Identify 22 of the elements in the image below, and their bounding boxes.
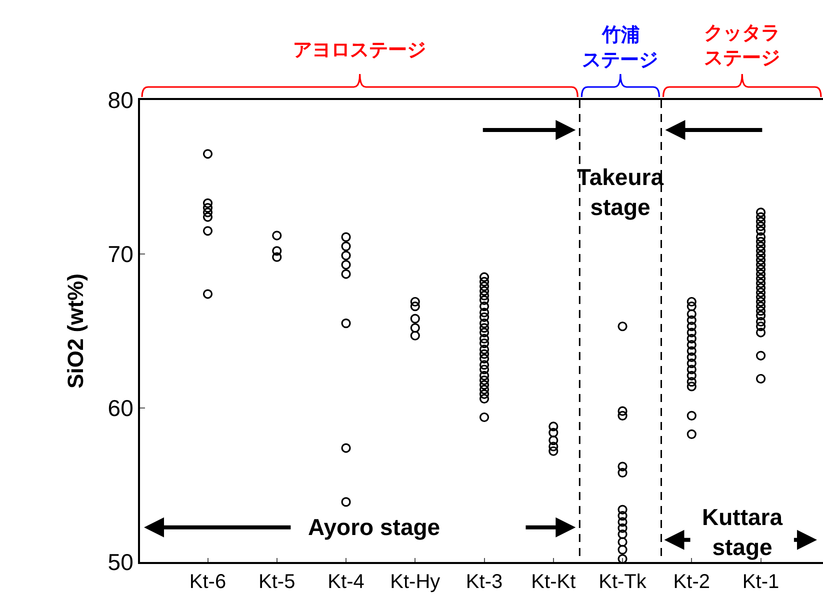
- annotation: Ayoro stage: [308, 514, 440, 540]
- text: クッタラ: [704, 23, 780, 44]
- x-tick-label: Kt-3: [466, 571, 503, 593]
- text: アヨロステージ: [293, 40, 426, 61]
- y-tick-label: 70: [108, 241, 134, 268]
- x-tick-label: Kt-1: [742, 571, 780, 593]
- x-tick-label: Kt-5: [258, 571, 296, 593]
- y-axis-title: SiO2 (wt%): [63, 274, 88, 388]
- y-tick-label: 60: [108, 395, 134, 422]
- text: ステージ: [704, 48, 780, 69]
- x-tick-label: Kt-Hy: [390, 571, 440, 593]
- annotation: Kuttara stage: [702, 504, 783, 560]
- x-tick-label: Kt-4: [328, 571, 364, 593]
- y-tick-label: 50: [108, 549, 134, 576]
- x-tick-label: Kt-6: [189, 571, 226, 593]
- x-tick-label: Kt-2: [673, 571, 710, 593]
- text: 竹浦: [601, 24, 640, 46]
- x-tick-label: Kt-Kt: [531, 571, 576, 593]
- x-tick-label: Kt-Tk: [598, 571, 648, 593]
- annotation: Takeura stage: [577, 164, 664, 220]
- text: ステージ: [582, 50, 658, 71]
- y-tick-label: 80: [108, 87, 134, 114]
